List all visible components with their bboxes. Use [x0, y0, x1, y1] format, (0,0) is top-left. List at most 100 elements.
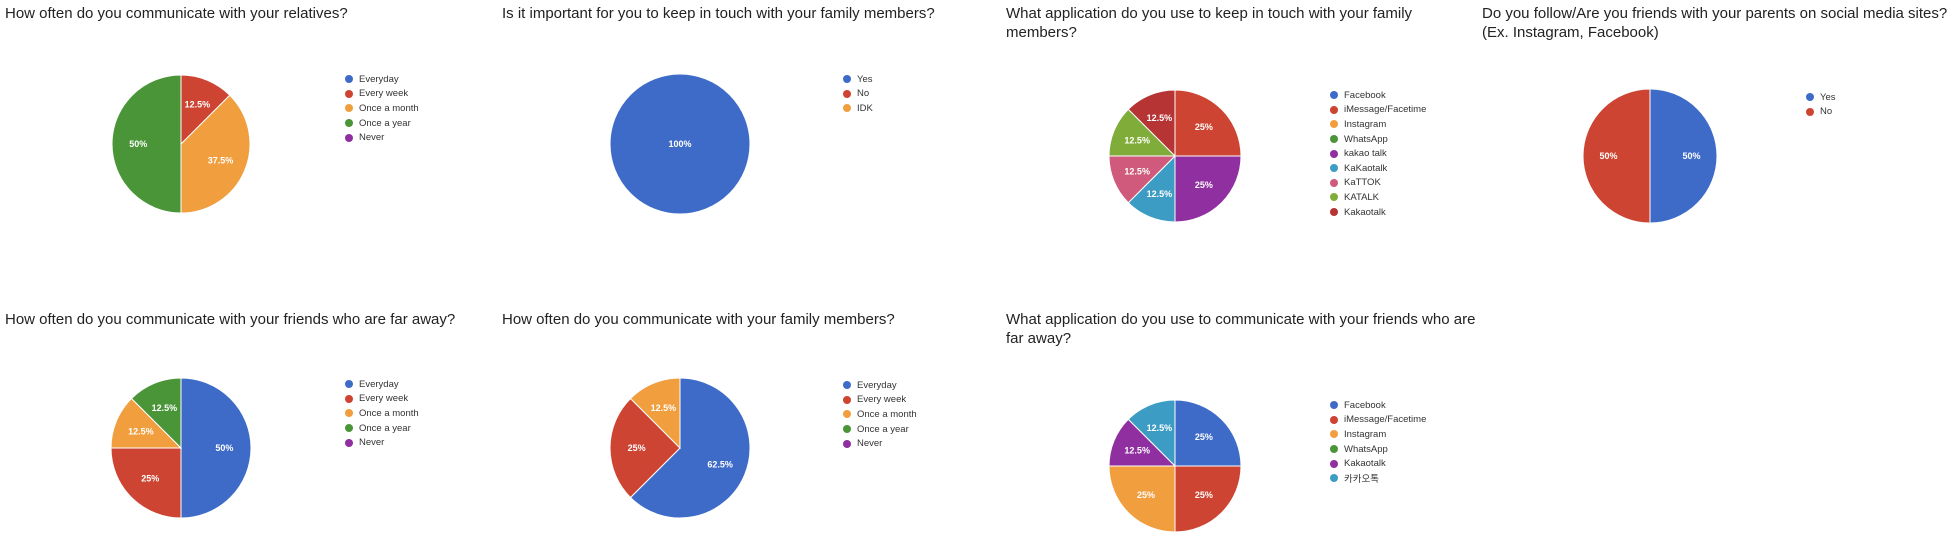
chart-title: Is it important for you to keep in touch…	[502, 5, 935, 22]
legend-swatch-icon	[345, 380, 353, 389]
pie-slice-once-a-year	[130, 377, 182, 450]
legend-swatch-icon	[1330, 430, 1338, 439]
legend-label: No	[1820, 106, 1833, 118]
pie-slice-kakaotalk	[1127, 89, 1176, 158]
legend-item: KaTTOK	[1330, 176, 1426, 191]
legend-swatch-icon	[843, 410, 851, 419]
legend-swatch-icon	[1330, 445, 1338, 454]
chart-title: How often do you communicate with your f…	[502, 311, 895, 328]
slice-label: 25%	[1195, 122, 1213, 132]
legend-swatch-icon	[1330, 164, 1338, 173]
legend-item: Kakaotalk	[1330, 205, 1426, 220]
chart-title: What application do you use to keep in t…	[1006, 5, 1413, 41]
legend-item: Yes	[1806, 90, 1836, 105]
pie-slice-once-a-year	[111, 74, 182, 214]
legend-swatch-icon	[1330, 401, 1338, 410]
slice-label: 25%	[141, 474, 159, 484]
legend-swatch-icon	[345, 438, 353, 447]
pie-slice-every-week	[609, 397, 681, 499]
pie-chart: 50% 25% 12.5% 12.5%	[110, 377, 252, 519]
legend-swatch-icon	[1330, 105, 1338, 114]
pie-slice-everyday	[629, 377, 751, 519]
pie-slice-kakao-talk	[1174, 155, 1242, 223]
legend-swatch-icon	[1330, 149, 1338, 158]
legend-swatch-icon	[1330, 178, 1338, 187]
legend-item: Instagram	[1330, 117, 1426, 132]
legend-label: Yes	[857, 73, 873, 85]
legend-item: Every week	[345, 392, 419, 407]
slice-label: 12.5%	[128, 426, 154, 436]
legend-label: KaKaotalk	[1344, 162, 1388, 174]
legend-item: KATALK	[1330, 190, 1426, 205]
legend-label: 카카오톡	[1344, 474, 1379, 486]
legend-item: No	[1806, 105, 1836, 120]
legend-label: Facebook	[1344, 399, 1386, 411]
pie-slice--	[1127, 399, 1176, 468]
legend-swatch-icon	[843, 395, 851, 404]
legend-label: Never	[857, 438, 883, 450]
legend-item: Never	[843, 436, 917, 451]
legend-label: Once a year	[857, 423, 909, 435]
legend-label: Once a year	[359, 422, 411, 434]
slice-label: 50%	[1599, 151, 1617, 161]
legend-item: Once a month	[345, 406, 419, 421]
pie-slice-everyday	[180, 377, 252, 519]
pie-chart: 62.5% 25% 12.5%	[609, 377, 751, 519]
legend-item: kakao talk	[1330, 146, 1426, 161]
pie-slice-once-a-month	[629, 377, 681, 450]
legend-item: Kakaotalk	[1330, 456, 1426, 471]
legend-item: 카카오톡	[1330, 471, 1426, 486]
legend-swatch-icon	[345, 104, 353, 113]
legend-item: IDK	[843, 101, 873, 116]
legend-label: Every week	[359, 393, 409, 405]
slice-label: 12.5%	[651, 403, 677, 413]
legend-label: WhatsApp	[1344, 443, 1388, 455]
legend-label: Never	[359, 132, 385, 144]
legend-swatch-icon	[1330, 415, 1338, 424]
legend-label: Everyday	[359, 73, 399, 85]
legend-label: Kakaotalk	[1344, 458, 1386, 470]
legend-label: Everyday	[359, 378, 399, 390]
legend-label: KaTTOK	[1344, 177, 1381, 189]
pie-slice-imessage-facetime	[1174, 89, 1242, 157]
legend-label: Every week	[857, 394, 907, 406]
legend-swatch-icon	[1330, 474, 1338, 483]
legend-label: Never	[359, 437, 385, 449]
legend-label: kakao talk	[1344, 148, 1387, 160]
legend-item: Facebook	[1330, 398, 1426, 413]
slice-label: 25%	[1195, 180, 1213, 190]
legend-item: WhatsApp	[1330, 442, 1426, 457]
legend-label: IDK	[857, 102, 873, 114]
legend-item: Yes	[843, 72, 873, 87]
legend-item: Once a year	[345, 421, 419, 436]
pie-chart: 25% 25% 12.5% 12.5% 12.5% 12.5%	[1108, 89, 1242, 223]
pie-slice-instagram	[1108, 465, 1176, 533]
legend-item: iMessage/Facetime	[1330, 413, 1426, 428]
slice-label: 25%	[1137, 490, 1155, 500]
legend-label: iMessage/Facetime	[1344, 104, 1427, 116]
legend-item: Everyday	[843, 378, 917, 393]
pie-slice-facebook	[1174, 399, 1242, 467]
legend-swatch-icon	[345, 394, 353, 403]
chart-legend: Everyday Every week Once a month Once a yea…	[843, 378, 917, 451]
legend-label: Every week	[359, 88, 409, 100]
chart-legend: Everyday Every week Once a month Once a yea…	[345, 377, 419, 450]
legend-label: Once a month	[359, 407, 419, 419]
legend-label: Facebook	[1344, 89, 1386, 101]
legend-label: Instagram	[1344, 428, 1387, 440]
chart-legend: Everyday Every week Once a month Once a yea…	[345, 72, 419, 145]
chart-legend: Facebook iMessage/Facetime Instagram WhatsA…	[1330, 88, 1426, 219]
pie-slice-imessage-facetime	[1174, 465, 1242, 533]
legend-label: Once a month	[857, 408, 917, 420]
legend-label: KATALK	[1344, 191, 1380, 203]
legend-item: KaKaotalk	[1330, 161, 1426, 176]
legend-item: Never	[345, 435, 419, 450]
slice-label: 12.5%	[152, 403, 178, 413]
slice-label: 25%	[1195, 432, 1213, 442]
legend-label: Instagram	[1344, 118, 1387, 130]
legend-item: Every week	[843, 393, 917, 408]
chart-title: Do you follow/Are you friends with your …	[1482, 5, 1948, 41]
legend-label: No	[857, 88, 870, 100]
legend-item: Everyday	[345, 377, 419, 392]
legend-swatch-icon	[1806, 107, 1814, 116]
